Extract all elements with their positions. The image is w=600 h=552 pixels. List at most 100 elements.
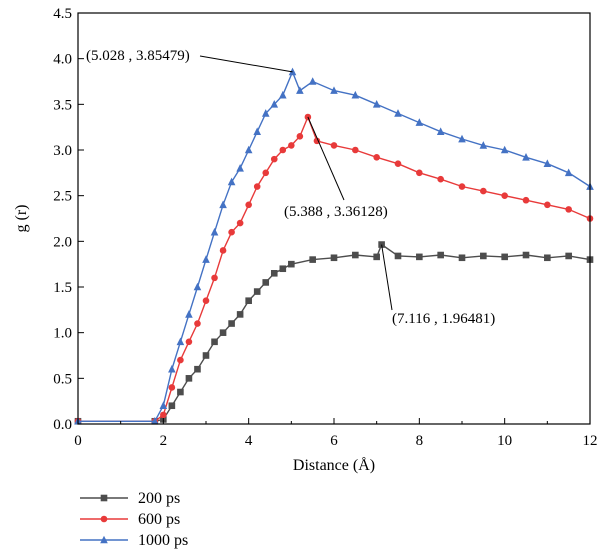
annotation-leader — [307, 116, 345, 201]
data-point — [351, 90, 360, 99]
legend-label: 200 ps — [138, 490, 180, 507]
data-point — [211, 274, 218, 282]
annotation-layer: (5.028 , 3.85479) (5.388 , 3.36128) (7.116… — [86, 48, 495, 327]
legend-entry: 600 ps — [80, 511, 180, 528]
data-point — [228, 320, 235, 327]
x-tick-label: 4 — [245, 433, 253, 449]
data-point — [330, 86, 338, 94]
y-tick-label: 2.0 — [53, 234, 72, 250]
data-point — [194, 320, 201, 327]
data-point — [288, 142, 295, 149]
data-point — [100, 535, 108, 544]
data-point — [185, 375, 193, 382]
y-axis-title: g (r) — [13, 205, 30, 233]
data-point — [253, 127, 261, 136]
data-point — [168, 364, 176, 373]
data-point — [500, 145, 509, 154]
data-point — [227, 177, 236, 186]
data-point — [177, 388, 184, 396]
data-point — [236, 163, 244, 172]
data-point — [219, 329, 227, 336]
data-point — [210, 227, 219, 236]
data-point — [261, 109, 270, 117]
x-tick-label: 0 — [74, 433, 82, 449]
data-point — [279, 146, 287, 154]
data-point — [373, 154, 380, 161]
series-200-ps — [74, 241, 594, 425]
data-point — [236, 311, 244, 318]
data-point — [480, 252, 487, 260]
data-point — [543, 159, 552, 167]
data-point — [352, 146, 359, 154]
data-point — [202, 297, 210, 305]
data-point — [288, 260, 295, 268]
annotation: (5.028 , 3.85479) — [86, 48, 293, 73]
data-point — [394, 252, 402, 260]
data-point — [458, 134, 466, 143]
data-point — [168, 384, 176, 391]
data-point — [330, 142, 338, 149]
data-layer — [74, 67, 594, 425]
data-point — [253, 183, 261, 190]
annotation-leader — [381, 244, 393, 311]
data-point — [501, 192, 508, 199]
x-tick-label: 12 — [583, 433, 598, 449]
series-line — [78, 243, 591, 422]
data-point — [219, 200, 227, 209]
data-point — [437, 175, 444, 183]
y-tick-label: 3.5 — [53, 97, 72, 113]
data-point — [245, 201, 252, 209]
legend-label: 1000 ps — [138, 532, 188, 549]
data-point — [296, 133, 304, 140]
data-point — [100, 515, 108, 523]
y-tick-label: 0.5 — [53, 371, 72, 387]
series-line — [78, 115, 591, 422]
data-point — [219, 247, 227, 254]
data-point — [296, 86, 304, 94]
data-point — [565, 206, 572, 213]
data-point — [522, 251, 530, 259]
data-point — [270, 270, 278, 277]
series-1000-ps — [74, 67, 594, 425]
data-point — [253, 288, 261, 295]
y-tick-label: 0.0 — [53, 417, 72, 433]
data-point — [160, 411, 167, 419]
data-point — [151, 416, 159, 425]
data-point — [458, 254, 466, 262]
data-point — [168, 402, 176, 410]
data-point — [262, 169, 270, 177]
data-point — [270, 155, 278, 163]
data-point — [416, 253, 423, 261]
data-point — [262, 279, 270, 286]
data-point — [228, 228, 235, 236]
data-point — [244, 145, 253, 154]
annotation-leader — [199, 55, 293, 73]
data-point — [416, 169, 423, 177]
legend-entry: 200 ps — [80, 490, 180, 507]
data-point — [565, 252, 572, 260]
y-tick-label: 4.0 — [53, 52, 72, 68]
annotation: (5.388 , 3.36128) — [284, 116, 388, 220]
data-point — [480, 187, 487, 195]
data-point — [100, 494, 108, 502]
data-point — [544, 201, 551, 209]
data-point — [394, 160, 402, 167]
data-point — [236, 219, 244, 227]
data-point — [458, 183, 466, 190]
x-axis-title: Distance (Å) — [293, 456, 375, 474]
data-point — [185, 338, 193, 346]
annotation-label: (5.028 , 3.85479) — [86, 48, 190, 64]
annotation-label: (7.116 , 1.96481) — [392, 311, 495, 327]
y-tick-label: 1.5 — [53, 280, 72, 296]
legend-entry: 1000 ps — [80, 532, 188, 549]
legend-label: 600 ps — [138, 511, 180, 528]
data-point — [279, 90, 287, 99]
data-point — [479, 141, 488, 149]
data-point — [159, 401, 168, 410]
data-point — [270, 100, 279, 108]
x-tick-label: 8 — [416, 433, 424, 449]
data-point — [415, 118, 424, 126]
data-point — [211, 338, 218, 346]
data-point — [185, 310, 193, 318]
